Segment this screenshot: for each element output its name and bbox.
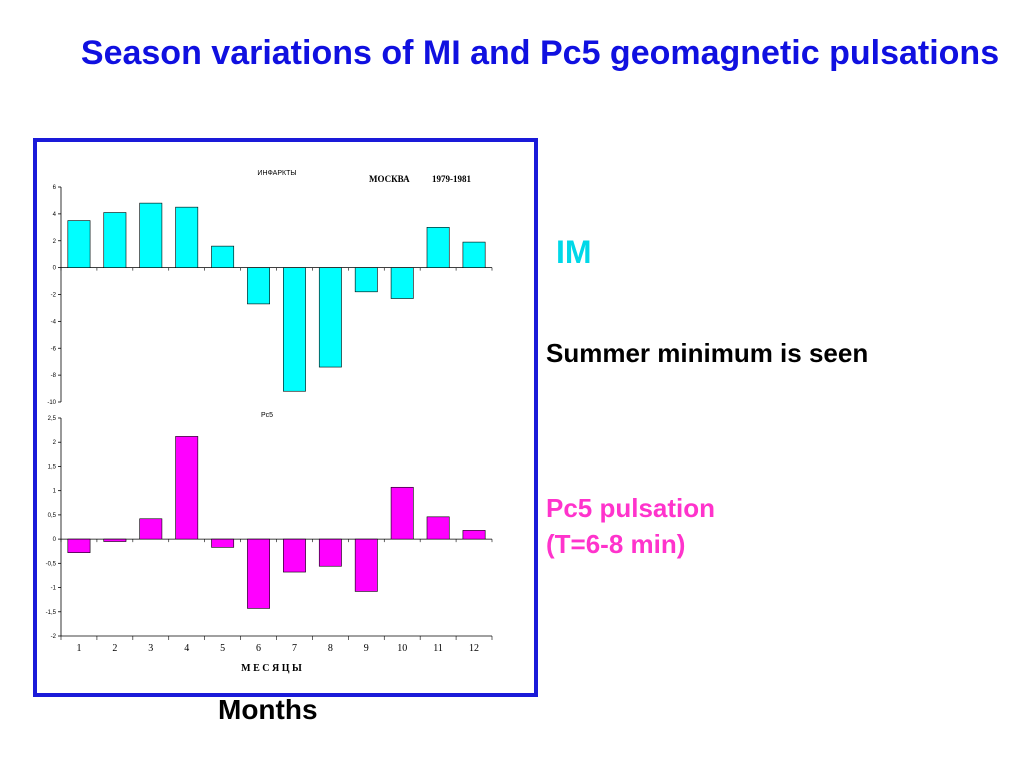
pc5-y-tick-label: -2 <box>51 634 57 640</box>
pc5-y-tick-label: 0 <box>53 537 57 543</box>
im-header-city: МОСКВА <box>369 174 410 184</box>
pc5-y-tick-label: -1 <box>51 586 57 592</box>
pc5-bar <box>318 538 342 567</box>
pc5-bar <box>67 538 91 553</box>
im-bar <box>318 267 342 368</box>
month-label: 4 <box>184 643 189 654</box>
pc5-y-tick-label: -1,5 <box>46 610 57 616</box>
pc5-bar <box>426 516 450 540</box>
pc5-bar <box>103 538 127 542</box>
month-label: 11 <box>433 643 443 654</box>
im-y-tick-label: 2 <box>53 239 57 245</box>
pc5-y-tick-label: 2 <box>53 440 57 446</box>
pc5-y-tick-label: 1,5 <box>48 464 57 470</box>
im-bar <box>139 202 163 268</box>
pc5-bar <box>283 538 306 573</box>
im-bar <box>426 227 450 268</box>
im-bar <box>462 241 486 268</box>
pc5-y-tick-label: 0,5 <box>48 513 57 519</box>
pc5-y-tick-label: -0,5 <box>46 561 57 567</box>
month-label: 10 <box>397 643 407 654</box>
im-bar <box>103 212 127 268</box>
im-y-tick-label: -4 <box>51 319 57 325</box>
chart-frame: 6 4 2 0 -2 -4 -6 -8 -10 ИНФАРКТЫ МОСКВА 1979-1981 2,… <box>33 138 538 697</box>
month-label: 9 <box>364 643 369 654</box>
im-bar <box>283 267 306 392</box>
im-bar <box>390 267 414 299</box>
im-bar <box>354 267 378 293</box>
im-y-tick-label: -6 <box>51 346 57 352</box>
pc5-bar <box>175 436 199 540</box>
month-label: 7 <box>292 643 297 654</box>
pc5-note: Pc5 pulsation (T=6-8 min) <box>546 490 715 562</box>
im-bar <box>175 206 199 268</box>
im-y-tick-label: 0 <box>53 266 57 272</box>
pc5-note-line1: Pc5 pulsation <box>546 493 716 523</box>
month-label: 12 <box>469 643 479 654</box>
im-label: IM <box>556 234 592 270</box>
im-bar <box>67 220 91 268</box>
slide-title: Season variations of MI and Pc5 geomagne… <box>80 34 1000 72</box>
im-y-tick-label: -2 <box>51 293 57 299</box>
pc5-bar <box>211 538 235 548</box>
pc5-bar <box>139 518 163 540</box>
pc5-bar <box>354 538 378 592</box>
month-label: 8 <box>328 643 333 654</box>
pc5-bar <box>462 530 486 540</box>
im-bar <box>247 267 270 305</box>
month-label: 6 <box>256 643 261 654</box>
im-bar <box>211 245 235 268</box>
pc5-y-tick-label: 2,5 <box>48 416 57 422</box>
pc5-x-axis-title: М Е С Я Ц Ы <box>241 663 302 674</box>
month-label: 1 <box>76 643 81 654</box>
im-header-years: 1979-1981 <box>432 174 471 184</box>
pc5-chart-title: Pc5 <box>261 412 273 419</box>
month-label: 5 <box>220 643 225 654</box>
im-y-tick-label: -10 <box>47 400 56 406</box>
pc5-bar <box>390 486 414 540</box>
im-chart-title: ИНФАРКТЫ <box>257 170 296 177</box>
month-label: 3 <box>148 643 153 654</box>
pc5-y-tick-label: 1 <box>53 489 57 495</box>
months-label: Months <box>218 694 318 725</box>
pc5-bar <box>247 538 270 609</box>
summer-note: Summer minimum is seen <box>546 338 869 368</box>
im-y-tick-label: 4 <box>53 212 57 218</box>
im-y-tick-label: -8 <box>51 373 57 379</box>
im-y-tick-label: 6 <box>53 185 57 191</box>
month-label: 2 <box>112 643 117 654</box>
pc5-note-line2: (T=6-8 min) <box>546 529 686 559</box>
